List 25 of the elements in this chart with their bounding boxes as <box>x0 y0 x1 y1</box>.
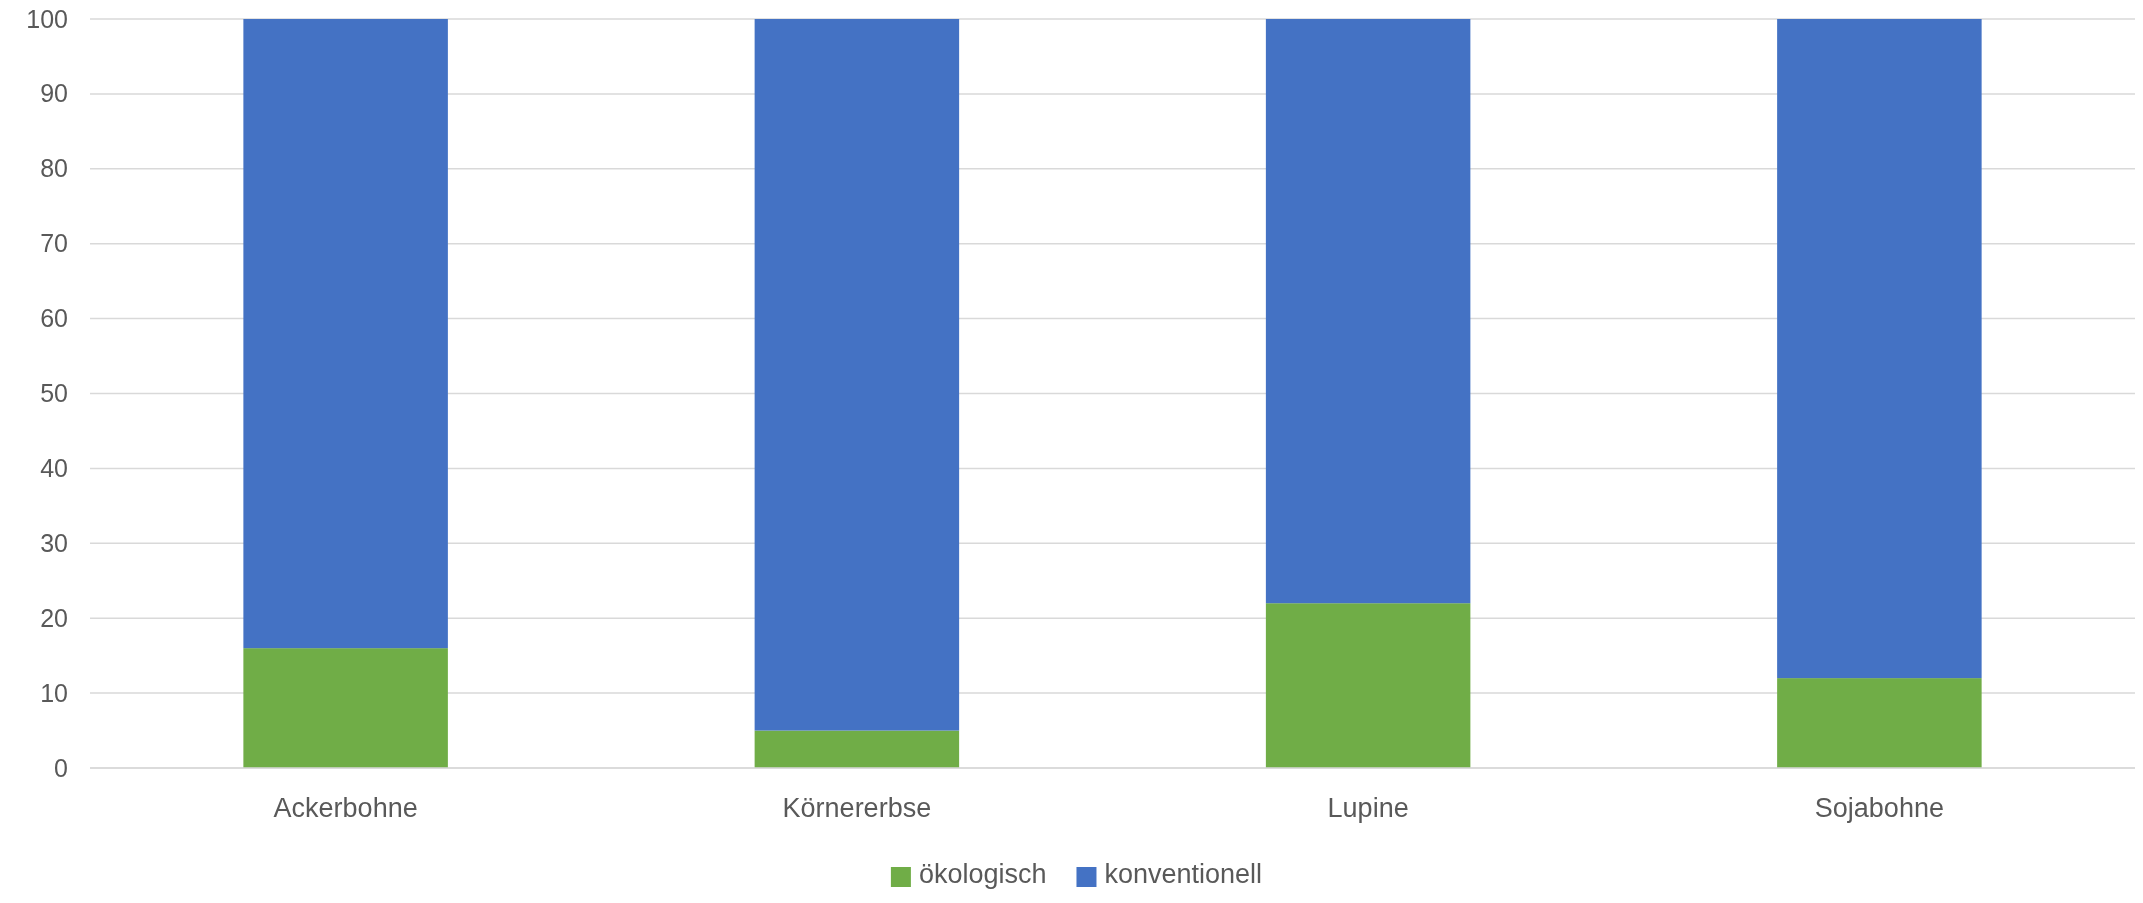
y-tick-label: 0 <box>54 753 68 782</box>
y-tick-label: 20 <box>40 603 68 632</box>
y-tick-label: 40 <box>40 453 68 482</box>
x-tick-label: Ackerbohne <box>273 793 418 824</box>
bar <box>1777 678 1982 768</box>
x-tick-label: Körnererbse <box>782 793 932 824</box>
bar <box>243 648 448 768</box>
bar <box>1265 19 1471 604</box>
x-tick-label: Lupine <box>1327 793 1409 824</box>
bar <box>754 19 960 731</box>
bar <box>1777 19 1982 679</box>
x-tick-label: Sojabohne <box>1814 793 1944 824</box>
y-tick-label: 10 <box>40 678 68 707</box>
legend-label: ökologisch <box>918 859 1047 889</box>
y-tick-label: 30 <box>40 528 68 557</box>
y-tick-label: 80 <box>40 154 68 183</box>
y-tick-label: 50 <box>40 379 68 407</box>
bar <box>1265 603 1471 768</box>
y-tick-label: 60 <box>40 304 68 333</box>
bar <box>243 19 448 649</box>
legend-label: konventionell <box>1104 859 1263 889</box>
y-tick-label: 90 <box>40 79 68 108</box>
bar <box>754 730 960 768</box>
y-tick-label: 100 <box>26 4 68 33</box>
y-tick-label: 70 <box>40 229 68 258</box>
